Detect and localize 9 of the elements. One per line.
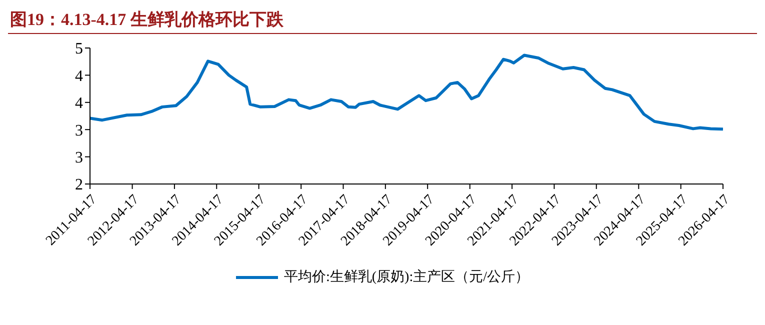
line-series	[90, 54, 723, 131]
chart-title: 图19：4.13-4.17 生鲜乳价格环比下跌	[8, 8, 757, 34]
legend-label: 平均价:生鲜乳(原奶):主产区（元/公斤）	[284, 268, 529, 286]
y-tick-label: 5	[75, 40, 83, 58]
y-tick-label: 2	[75, 176, 83, 194]
y-tick-label: 3	[75, 149, 83, 166]
y-tick-label: 4	[75, 95, 83, 112]
y-tick-label: 3	[75, 122, 83, 140]
y-tick-label: 4	[75, 68, 83, 85]
